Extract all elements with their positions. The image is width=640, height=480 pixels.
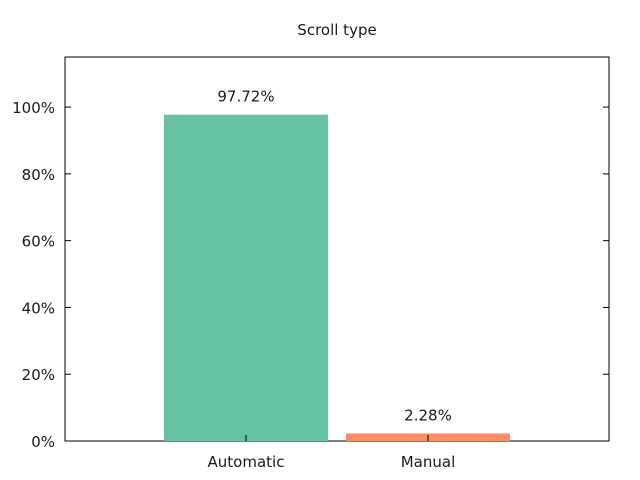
- chart-title: Scroll type: [297, 21, 376, 39]
- y-tick-label: 20%: [22, 366, 55, 384]
- y-axis: 0% 20% 40% 60% 80% 100%: [12, 99, 609, 451]
- bars: 97.72% 2.28%: [164, 88, 510, 442]
- y-tick-label: 0%: [31, 433, 55, 451]
- x-tick-label: Automatic: [208, 453, 285, 471]
- y-tick-label: 40%: [22, 299, 55, 317]
- data-label: 97.72%: [217, 88, 274, 106]
- y-tick-label: 60%: [22, 233, 55, 251]
- bar-automatic: [164, 114, 328, 442]
- plot-frame: [64, 56, 610, 442]
- x-tick-label: Manual: [401, 453, 456, 471]
- y-tick-label: 80%: [22, 166, 55, 184]
- data-label: 2.28%: [404, 406, 452, 424]
- y-tick-label: 100%: [12, 99, 55, 117]
- x-axis: Automatic Manual: [208, 435, 456, 471]
